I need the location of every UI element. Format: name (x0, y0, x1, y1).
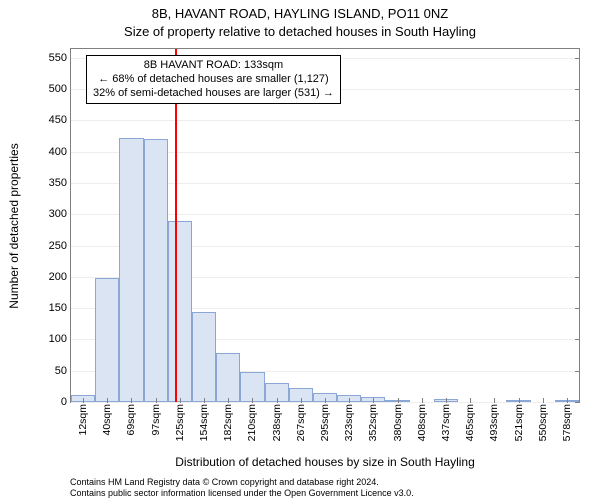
xtick-mark (398, 398, 399, 403)
xtick-label: 323sqm (343, 404, 355, 441)
xtick-mark (494, 398, 495, 403)
xtick-label: 125sqm (174, 404, 186, 441)
ytick-mark (575, 308, 580, 309)
ytick-label: 150 (49, 302, 67, 314)
xtick-mark (349, 398, 350, 403)
histogram-bar (192, 312, 216, 402)
histogram-bar (95, 278, 119, 402)
ytick-label: 300 (49, 208, 67, 220)
ytick-label: 500 (49, 83, 67, 95)
plot-area: 05010015020025030035040045050055012sqm40… (70, 48, 580, 403)
histogram-bar (119, 138, 143, 402)
annotation-box: 8B HAVANT ROAD: 133sqm← 68% of detached … (86, 55, 341, 104)
xtick-mark (83, 398, 84, 403)
xtick-mark (422, 398, 423, 403)
ytick-label: 400 (49, 146, 67, 158)
xtick-label: 267sqm (295, 404, 307, 441)
ytick-mark (575, 58, 580, 59)
xtick-label: 521sqm (513, 404, 525, 441)
xtick-label: 578sqm (561, 404, 573, 441)
ytick-mark (575, 214, 580, 215)
ytick-label: 200 (49, 271, 67, 283)
footer-line2: Contains public sector information licen… (70, 488, 580, 498)
footer-line1: Contains HM Land Registry data © Crown c… (70, 477, 580, 487)
xtick-mark (228, 398, 229, 403)
xtick-label: 238sqm (271, 404, 283, 441)
ytick-mark (575, 120, 580, 121)
xtick-label: 295sqm (319, 404, 331, 441)
ytick-label: 250 (49, 240, 67, 252)
ytick-mark (575, 402, 580, 403)
y-axis-label-wrap: Number of detached properties (14, 48, 28, 403)
xtick-label: 12sqm (77, 404, 89, 436)
xtick-mark (446, 398, 447, 403)
ytick-mark (575, 152, 580, 153)
xtick-mark (519, 398, 520, 403)
xtick-mark (301, 398, 302, 403)
xtick-mark (543, 398, 544, 403)
xtick-label: 40sqm (101, 404, 113, 436)
xtick-mark (107, 398, 108, 403)
xtick-mark (156, 398, 157, 403)
xtick-label: 380sqm (392, 404, 404, 441)
chart-container: 8B, HAVANT ROAD, HAYLING ISLAND, PO11 0N… (0, 0, 600, 500)
annotation-line3: 32% of semi-detached houses are larger (… (93, 87, 334, 101)
histogram-bar (168, 221, 192, 403)
xtick-label: 154sqm (198, 404, 210, 441)
xtick-label: 97sqm (150, 404, 162, 436)
ytick-mark (575, 277, 580, 278)
ytick-label: 50 (55, 365, 67, 377)
xtick-label: 352sqm (367, 404, 379, 441)
histogram-bar (144, 139, 168, 402)
xtick-label: 493sqm (488, 404, 500, 441)
xtick-mark (204, 398, 205, 403)
xtick-mark (252, 398, 253, 403)
xtick-label: 408sqm (416, 404, 428, 441)
ytick-mark (575, 89, 580, 90)
xtick-mark (325, 398, 326, 403)
footer-attribution: Contains HM Land Registry data © Crown c… (70, 477, 580, 498)
gridline-h (71, 120, 579, 121)
xtick-mark (277, 398, 278, 403)
ytick-label: 0 (61, 396, 67, 408)
ytick-label: 550 (49, 52, 67, 64)
title-line2: Size of property relative to detached ho… (0, 24, 600, 39)
title-line1: 8B, HAVANT ROAD, HAYLING ISLAND, PO11 0N… (0, 6, 600, 21)
ytick-mark (575, 246, 580, 247)
xtick-mark (180, 398, 181, 403)
annotation-line2: ← 68% of detached houses are smaller (1,… (93, 73, 334, 87)
xtick-label: 210sqm (246, 404, 258, 441)
ytick-label: 450 (49, 114, 67, 126)
xtick-label: 182sqm (222, 404, 234, 441)
histogram-bar (216, 353, 240, 402)
xtick-label: 69sqm (125, 404, 137, 436)
ytick-label: 350 (49, 177, 67, 189)
annotation-line1: 8B HAVANT ROAD: 133sqm (93, 59, 334, 73)
ytick-mark (575, 183, 580, 184)
xtick-mark (373, 398, 374, 403)
x-axis-label: Distribution of detached houses by size … (70, 455, 580, 469)
ytick-mark (575, 371, 580, 372)
xtick-label: 465sqm (464, 404, 476, 441)
xtick-mark (131, 398, 132, 403)
ytick-label: 100 (49, 333, 67, 345)
ytick-mark (575, 339, 580, 340)
xtick-label: 437sqm (440, 404, 452, 441)
xtick-mark (567, 398, 568, 403)
y-axis-label: Number of detached properties (7, 143, 21, 308)
xtick-mark (470, 398, 471, 403)
xtick-label: 550sqm (537, 404, 549, 441)
